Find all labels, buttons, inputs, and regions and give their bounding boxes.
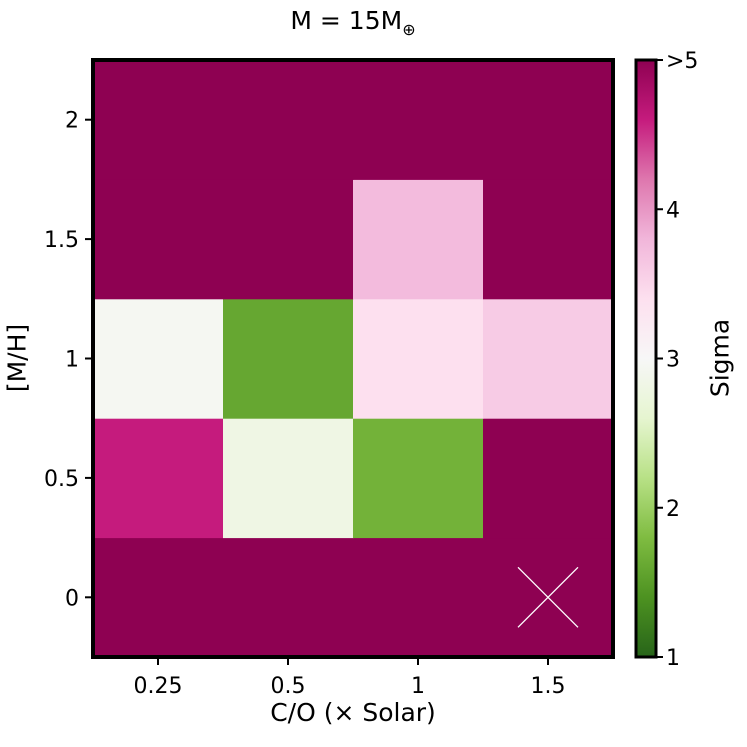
y-axis-label: [M/H]: [2, 323, 32, 393]
heatmap-cell: [223, 298, 354, 419]
colorbar-tick-label: >5: [666, 49, 698, 74]
best-fit-marker: [517, 566, 579, 628]
colorbar-tick-label: 4: [666, 198, 680, 223]
colorbar: [634, 58, 658, 659]
heatmap-cell: [483, 298, 614, 419]
y-tick-label: 0: [65, 586, 79, 611]
heatmap-cell: [483, 418, 614, 539]
x-tick-label: 1.5: [531, 674, 566, 699]
heatmap-cell: [93, 60, 224, 180]
heatmap-cell: [223, 179, 354, 300]
heatmap-cell: [353, 298, 484, 419]
colorbar-tick-label: 1: [666, 646, 680, 671]
heatmap-cell: [223, 537, 354, 658]
colorbar-label: Sigma: [705, 318, 735, 398]
heatmap-cell: [223, 60, 354, 180]
marker-stroke: [517, 566, 579, 628]
y-axis-ticks: 0 0.5 1 1.5 2: [44, 109, 93, 611]
heatmap-cell: [353, 418, 484, 539]
y-tick-label: 2: [65, 109, 79, 134]
heatmap-cell: [483, 60, 614, 180]
heatmap-cell: [93, 537, 224, 658]
heatmap-cell: [353, 179, 484, 300]
x-axis-label: C/O (× Solar): [270, 698, 436, 727]
heatmap-cells: [93, 60, 614, 658]
heatmap-cell: [93, 298, 224, 419]
heatmap-cell: [93, 418, 224, 539]
x-tick-label: 0.5: [271, 674, 306, 699]
colorbar-tick-label: 2: [666, 497, 680, 522]
colorbar-ticks: 1 2 3 4 >5: [656, 49, 698, 671]
heatmap-cell: [93, 179, 224, 300]
earth-symbol: ⊕: [402, 20, 416, 39]
heatmap-cell: [483, 179, 614, 300]
colorbar-tick-label: 3: [666, 348, 680, 373]
x-tick-label: 0.25: [134, 674, 183, 699]
y-tick-label: 0.5: [44, 467, 79, 492]
chart-title: M = 15M⊕: [93, 6, 613, 39]
x-tick-label: 1: [411, 674, 425, 699]
x-axis-ticks: 0.25 0.5 1 1.5: [134, 657, 566, 699]
heatmap-cell: [223, 418, 354, 539]
y-tick-label: 1.5: [44, 228, 79, 253]
title-main: M = 15M: [290, 6, 403, 35]
heatmap-cell: [353, 537, 484, 658]
y-tick-label: 1: [65, 348, 79, 373]
heatmap-cell: [353, 60, 484, 180]
